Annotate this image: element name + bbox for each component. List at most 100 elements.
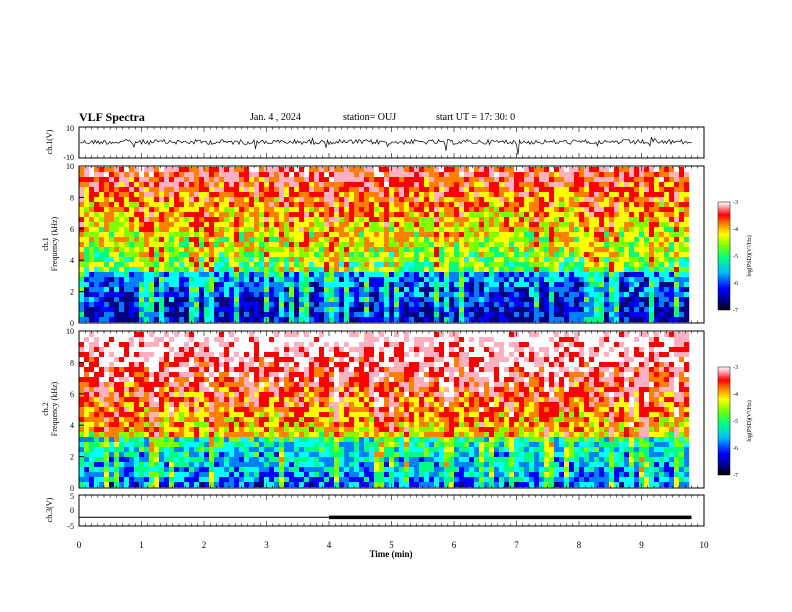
spectrogram-cell: [419, 297, 425, 303]
spectrogram-cell: [79, 457, 85, 463]
spectrogram-cell: [444, 302, 450, 308]
spectrogram-cell: [84, 477, 90, 483]
spectrogram-cell: [134, 437, 140, 443]
spectrogram-cell: [119, 207, 125, 213]
spectrogram-cell: [164, 397, 170, 403]
spectrogram-cell: [674, 222, 680, 228]
spectrogram-cell: [589, 212, 595, 218]
spectrogram-cell: [569, 182, 575, 188]
spectrogram-cell: [244, 382, 250, 388]
spectrogram-cell: [369, 312, 375, 318]
spectrogram-cell: [134, 212, 140, 218]
spectrogram-cell: [539, 227, 545, 233]
spectrogram-cell: [209, 397, 215, 403]
spectrogram-cell: [674, 307, 680, 313]
spectrogram-cell: [154, 342, 160, 348]
spectrogram-cell: [194, 477, 200, 483]
spectrogram-cell: [364, 257, 370, 263]
spectrogram-cell: [319, 227, 325, 233]
spectrogram-cell: [654, 197, 660, 203]
spectrogram-cell: [264, 357, 270, 363]
spectrogram-cell: [409, 257, 415, 263]
spectrogram-cell: [674, 317, 680, 323]
spectrogram-cell: [184, 477, 190, 483]
spectrogram-cell: [289, 307, 295, 313]
spectrogram-cell: [494, 187, 500, 193]
spectrogram-cell: [119, 217, 125, 223]
spectrogram-cell: [434, 172, 440, 178]
spectrogram-cell: [169, 262, 175, 268]
spectrogram-cell: [619, 272, 625, 278]
spectrogram-cell: [134, 227, 140, 233]
spectrogram-cell: [629, 202, 635, 208]
spectrogram-cell: [239, 167, 245, 173]
spectrogram-cell: [499, 222, 505, 228]
spectrogram-cell: [594, 312, 600, 318]
spectrogram-cell: [364, 177, 370, 183]
spectrogram-cell: [139, 222, 145, 228]
spectrogram-cell: [509, 167, 515, 173]
spectrogram-cell: [294, 307, 300, 313]
spectrogram-cell: [294, 317, 300, 323]
spectrogram-cell: [434, 187, 440, 193]
figure-title: VLF Spectra: [79, 110, 145, 124]
spectrogram-cell: [199, 317, 205, 323]
spectrogram-cell: [519, 292, 525, 298]
spectrogram-cell: [149, 357, 155, 363]
spectrogram-cell: [139, 277, 145, 283]
spectrogram-cell: [79, 287, 85, 293]
spectrogram-cell: [544, 242, 550, 248]
spectrogram-cell: [514, 242, 520, 248]
spectrogram-cell: [674, 207, 680, 213]
spectrogram-cell: [89, 297, 95, 303]
spectrogram-cell: [89, 187, 95, 193]
spectrogram-cell: [124, 477, 130, 483]
spectrogram-cell: [354, 257, 360, 263]
spectrogram-cell: [294, 312, 300, 318]
spectrogram-cell: [574, 177, 580, 183]
spectrogram-cell: [649, 177, 655, 183]
spectrogram-cell: [334, 222, 340, 228]
spectrogram-cell: [559, 182, 565, 188]
spectrogram-cell: [399, 212, 405, 218]
spectrogram-cell: [619, 242, 625, 248]
spectrogram-cell: [604, 277, 610, 283]
spectrogram-cell: [169, 347, 175, 353]
spectrogram-cell: [479, 242, 485, 248]
spectrogram-cell: [189, 422, 195, 428]
spectrogram-cell: [334, 237, 340, 243]
spectrogram-cell: [294, 182, 300, 188]
spectrogram-cell: [449, 262, 455, 268]
spectrogram-cell: [454, 312, 460, 318]
spectrogram-cell: [134, 447, 140, 453]
spectrogram-cell: [99, 317, 105, 323]
spectrogram-cell: [319, 202, 325, 208]
spectrogram-cell: [104, 172, 110, 178]
spectrogram-cell: [424, 277, 430, 283]
spectrogram-cell: [209, 362, 215, 368]
spectrogram-cell: [184, 417, 190, 423]
spectrogram-cell: [479, 312, 485, 318]
spectrogram-cell: [339, 287, 345, 293]
spectrogram-cell: [519, 182, 525, 188]
spectrogram-cell: [539, 242, 545, 248]
spectrogram-cell: [674, 187, 680, 193]
spectrogram-cell: [594, 187, 600, 193]
spectrogram-cell: [664, 297, 670, 303]
spectrogram-cell: [99, 302, 105, 308]
spectrogram-cell: [244, 432, 250, 438]
spectrogram-cell: [484, 312, 490, 318]
spectrogram-cell: [159, 452, 165, 458]
spectrogram-cell: [174, 317, 180, 323]
spectrogram-cell: [539, 217, 545, 223]
spectrogram-cell: [194, 467, 200, 473]
spectrogram-cell: [234, 402, 240, 408]
spectrogram-cell: [104, 202, 110, 208]
spectrogram-cell: [659, 287, 665, 293]
spectrogram-cell: [264, 462, 270, 468]
spectrogram-cell: [94, 222, 100, 228]
spectrogram-cell: [264, 222, 270, 228]
spectrogram-cell: [234, 467, 240, 473]
spectrogram-cell: [469, 192, 475, 198]
spectrogram-cell: [319, 212, 325, 218]
